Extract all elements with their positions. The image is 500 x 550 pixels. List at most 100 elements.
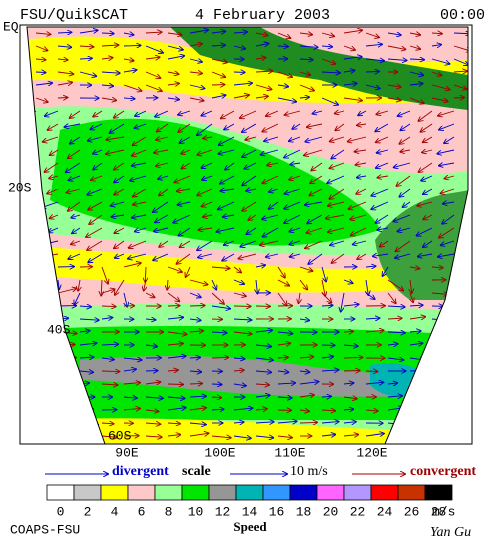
wind-arrow — [277, 357, 288, 358]
wind-arrow — [423, 136, 433, 142]
wind-arrow — [27, 137, 37, 139]
colorbar-tick: 4 — [111, 504, 119, 519]
wind-arrow — [88, 201, 103, 210]
wind-arrow — [167, 435, 180, 436]
colorbar-box — [397, 484, 426, 501]
colorbar-box — [127, 484, 156, 501]
wind-arrow — [233, 95, 249, 98]
wind-arrow — [343, 422, 356, 423]
wind-arrow — [145, 423, 160, 424]
wind-arrow — [101, 85, 113, 86]
wind-arrow — [57, 72, 73, 74]
wind-arrow — [418, 110, 433, 121]
wind-arrow — [255, 436, 273, 438]
wind-arrow — [86, 227, 103, 237]
wind-arrow — [348, 136, 367, 142]
colorbar-box — [154, 484, 183, 501]
colorbar-tick: 26 — [404, 504, 420, 519]
wind-arrow — [409, 331, 421, 332]
wind-arrow — [35, 383, 47, 385]
lat-label: 20S — [8, 180, 32, 195]
wind-arrow — [417, 201, 433, 206]
colorbar-tick: 6 — [138, 504, 146, 519]
wind-arrow — [145, 71, 160, 78]
wind-arrow — [365, 59, 384, 61]
wind-arrow — [438, 254, 455, 257]
wind-arrow — [35, 408, 52, 410]
wind-arrow — [255, 330, 272, 332]
wind-arrow — [57, 382, 70, 384]
wind-arrow — [409, 343, 423, 345]
wind-arrow — [211, 332, 227, 333]
wind-arrow — [299, 292, 301, 303]
wind-arrow — [167, 317, 183, 319]
wind-arrow — [124, 292, 127, 307]
wind-arrow — [410, 292, 413, 302]
wind-arrow — [453, 318, 463, 319]
colorbar-tick: 16 — [269, 504, 285, 519]
wind-arrow — [88, 136, 103, 141]
wind-arrow — [438, 110, 455, 116]
wind-arrow — [211, 397, 221, 398]
wind-arrow — [145, 266, 146, 282]
wind-arrow — [245, 137, 257, 140]
wind-arrow — [376, 136, 389, 142]
wind-arrow — [376, 214, 389, 223]
wind-arrow — [57, 370, 73, 371]
wind-arrow — [299, 33, 312, 35]
wind-arrow — [224, 240, 235, 245]
colorbar-box — [46, 484, 75, 501]
wind-arrow — [178, 110, 191, 115]
wind-arrow — [68, 253, 81, 259]
wind-arrow — [299, 357, 313, 358]
colorbar-tick: 20 — [323, 504, 339, 519]
wind-arrow — [27, 201, 37, 209]
wind-arrow — [189, 383, 202, 384]
wind-arrow — [233, 384, 246, 386]
wind-arrow — [248, 214, 257, 220]
wind-arrow — [211, 71, 225, 77]
wind-arrow — [409, 97, 424, 103]
wind-arrow — [198, 253, 213, 258]
wind-arrow — [266, 110, 279, 116]
wind-arrow — [343, 371, 360, 372]
date-title: 4 February 2003 — [195, 7, 330, 24]
wind-arrow — [321, 305, 333, 306]
wind-arrow — [343, 383, 354, 384]
wind-arrow — [79, 409, 93, 410]
wind-arrow — [399, 136, 411, 144]
wind-arrow — [343, 397, 357, 399]
wind-arrow — [233, 46, 245, 49]
wind-arrow — [71, 241, 81, 244]
wind-arrow — [409, 267, 419, 269]
wind-arrow — [211, 357, 228, 358]
wind-arrow — [442, 214, 455, 224]
wind-arrow — [189, 98, 204, 101]
wind-arrow — [79, 371, 93, 372]
wind-arrow — [79, 423, 98, 425]
wind-arrow — [255, 265, 265, 267]
colorbar-box — [262, 484, 291, 501]
wind-arrow — [444, 136, 455, 143]
colorbar-tick: 14 — [242, 504, 258, 519]
wind-arrow — [380, 240, 389, 247]
colorbar-tick: 8 — [165, 504, 173, 519]
wind-arrow — [321, 292, 331, 303]
wind-arrow — [289, 227, 301, 232]
field-teal — [370, 363, 420, 397]
wind-arrow — [299, 319, 309, 320]
wind-arrow — [376, 162, 389, 168]
wind-arrow — [167, 370, 178, 371]
wind-arrow — [321, 266, 326, 282]
wind-arrow — [35, 72, 46, 73]
wind-arrow — [351, 227, 367, 235]
wind-arrow — [409, 59, 424, 60]
wind-arrow — [299, 72, 310, 75]
wind-arrow — [335, 111, 345, 114]
wind-arrow — [197, 188, 213, 195]
wind-arrow — [350, 214, 367, 219]
wind-arrow — [233, 358, 245, 359]
wind-arrow — [145, 292, 155, 297]
wind-arrow — [180, 240, 191, 247]
wind-arrow — [88, 253, 103, 262]
